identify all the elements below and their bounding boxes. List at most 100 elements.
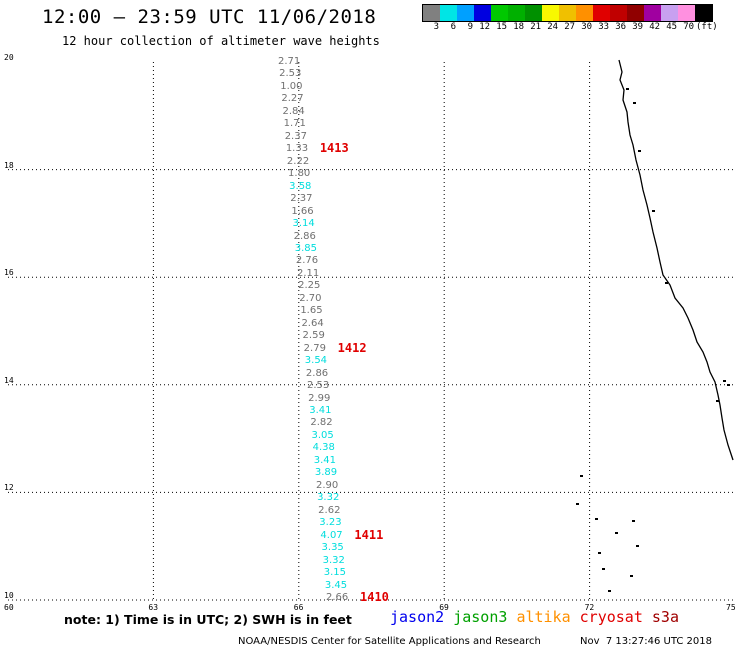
longitude-label: 75 [726,603,736,612]
pass-number: 1412 [337,340,367,355]
legend-swatch [440,5,457,21]
wave-height-value: 3.15 [323,567,347,579]
legend-label: 36 [615,22,627,32]
wave-height-value: 2.79 [303,342,326,354]
legend-swatch [474,5,491,21]
legend-swatch [610,5,627,21]
coast-feature [723,380,726,382]
wave-height-value: 4.07 [320,529,343,541]
wave-height-value: 2.82 [310,417,333,429]
wave-height-value: 2.53 [307,380,330,392]
coast-feature [665,282,668,284]
longitude-label: 69 [439,603,449,612]
wave-height-value: 3.85 [294,242,317,254]
legend-label: 3 [433,22,440,32]
wave-height-value: 3.35 [321,542,344,554]
wave-height-value: 2.27 [281,93,304,105]
island [630,575,633,577]
wave-height-value: 3.89 [314,467,338,479]
latitude-label: 12 [4,483,14,493]
lat-lon-grid [8,62,735,601]
legend-label: 33 [598,22,610,32]
pass-number: 1413 [319,141,349,156]
wave-height-value: 3.32 [317,492,340,504]
coast-feature [638,150,641,152]
wave-height-value: 1.65 [300,305,323,317]
legend-label: 6 [450,22,457,32]
wave-height-value: 2.64 [301,317,324,329]
legend-label: 15 [496,22,508,32]
wave-height-value: 3.05 [311,429,334,441]
wave-height-value: 3.41 [313,454,336,466]
legend-swatch [695,5,712,21]
wave-height-value: 3.14 [292,218,315,230]
island [580,475,583,477]
satellite-s3a: s3a [651,608,679,626]
legend-label: 27 [564,22,576,32]
wave-height-value: 2.37 [284,130,307,142]
wave-height-value: 1.71 [283,118,306,130]
legend-label: 12 [479,22,491,32]
pass-number: 1410 [360,590,389,604]
color-scale-legend [422,4,713,22]
wave-height-value: 2.71 [278,56,301,67]
latitude-label: 18 [4,160,14,170]
legend-label: 24 [547,22,559,32]
longitude-label: 72 [584,603,595,612]
wave-height-value: 2.76 [295,255,319,267]
wave-height-value: 2.84 [282,105,305,117]
island [576,503,579,505]
wave-height-value: 3.23 [319,517,342,529]
legend-swatch [627,5,644,21]
satellite-jason2: jason2 [390,608,454,626]
note-text: note: 1) Time is in UTC; 2) SWH is in fe… [64,612,352,627]
latitude-label: 14 [4,375,14,385]
legend-swatch [423,5,440,21]
footer-credit: NOAA/NESDIS Center for Satellite Applica… [238,636,541,647]
wave-height-value: 1.00 [280,80,303,92]
island [615,532,618,534]
legend-swatch [559,5,576,21]
legend-label: 39 [632,22,644,32]
coastline-path [618,59,734,461]
footer-timestamp: Nov 7 13:27:46 UTC 2018 [580,636,712,647]
wave-height-value: 3.58 [289,180,312,192]
wave-height-value: 2.22 [286,155,310,167]
legend-swatch [593,5,610,21]
legend-label: 70 [683,22,695,32]
island [636,545,639,547]
legend-swatch [678,5,695,21]
wave-height-value: 4.38 [312,442,335,454]
wave-height-value: 2.59 [302,330,325,342]
legend-swatch [542,5,559,21]
island [608,590,611,592]
map-subtitle: 12 hour collection of altimeter wave hei… [62,34,380,48]
coast-feature [652,210,655,212]
wave-height-value: 2.53 [279,68,302,80]
wave-height-value: 3.45 [324,579,348,591]
legend-swatch [644,5,661,21]
latitude-label: 16 [4,268,14,278]
wave-height-value: 1.80 [288,168,311,180]
satellite-altika: altika [516,608,580,626]
coast-feature [727,384,730,386]
legend-swatch [491,5,508,21]
wave-height-value: 2.37 [290,193,313,205]
wave-height-value: 2.86 [305,367,329,379]
wave-height-value: 2.86 [293,230,316,242]
legend-swatch [661,5,678,21]
satellite-legend: jason2 jason3 altika cryosat s3a [390,608,679,626]
pass-number: 1411 [354,527,384,542]
wave-height-value: 1.33 [285,143,309,155]
wave-height-value: 2.25 [298,280,321,292]
latitude-label: 20 [4,53,14,62]
satellite-cryosat: cryosat [579,608,652,626]
wave-height-value: 2.62 [318,504,341,516]
coast-feature [633,102,636,104]
wave-height-value: 2.99 [308,392,331,404]
coast-feature [626,88,629,90]
coastline [576,59,734,592]
wave-height-value: 3.41 [309,405,332,417]
legend-swatch [508,5,525,21]
